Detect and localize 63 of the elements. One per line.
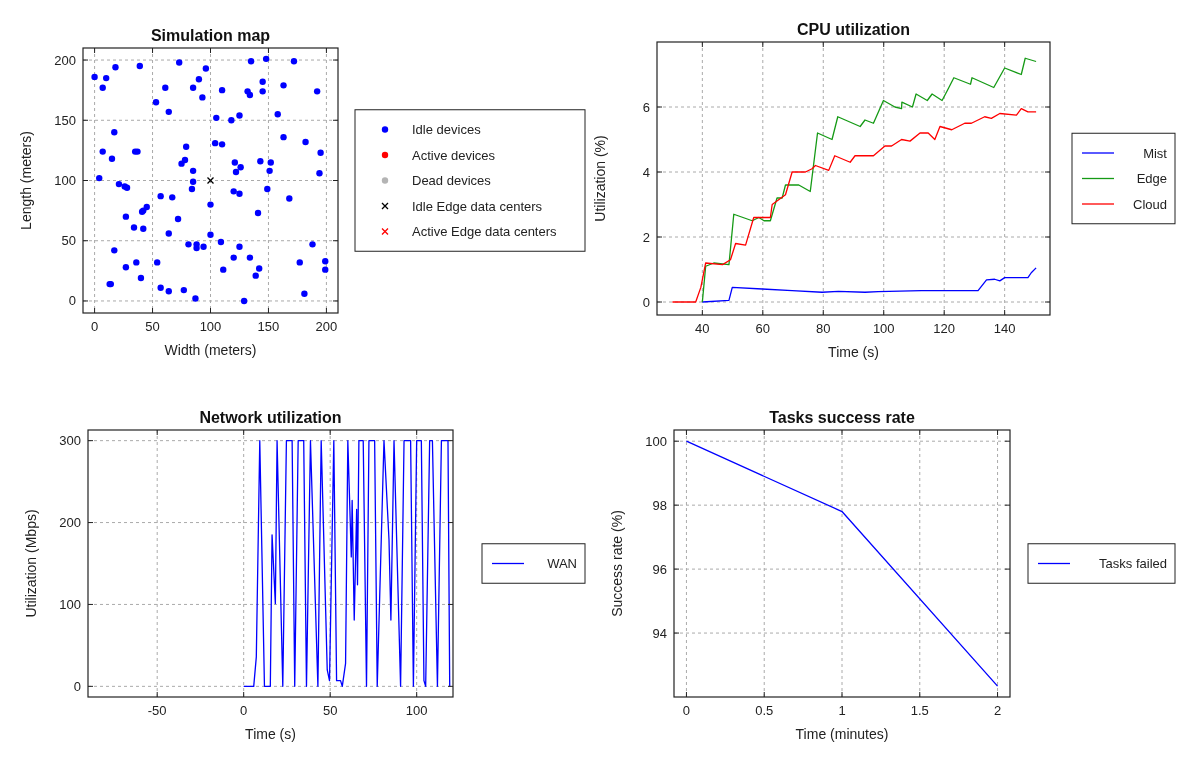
x-tick-label: 150 [257, 319, 280, 334]
y-axis-title: Length (meters) [18, 131, 34, 230]
legend-label: Tasks failed [1099, 556, 1167, 571]
y-axis-title: Utilization (%) [592, 135, 608, 222]
y-axis-title: Utilization (Mbps) [23, 509, 39, 618]
y-tick-label: 100 [59, 596, 81, 612]
x-tick-label: 0.5 [755, 703, 774, 718]
y-axis-title: Success rate (%) [609, 510, 625, 617]
x-tick-label: 50 [322, 703, 338, 718]
x-tick-label: 100 [405, 703, 428, 718]
x-axis-title: Time (s) [828, 344, 879, 360]
y-tick-label: 0 [73, 678, 81, 694]
x-tick-label: 100 [872, 321, 895, 336]
legend-label: Cloud [1133, 196, 1167, 212]
x-tick-label: 0 [240, 703, 248, 718]
legend-label: Dead devices [412, 173, 492, 188]
y-tick-label: 50 [61, 233, 76, 249]
x-tick-label: 1 [838, 703, 846, 718]
x-tick-label: 120 [933, 321, 956, 336]
x-axis-title: Width (meters) [164, 342, 257, 358]
legend-label: Mist [1143, 145, 1168, 161]
chart-title: Tasks success rate [769, 409, 915, 426]
chart-title: CPU utilization [797, 21, 910, 38]
y-tick-label: 0 [68, 293, 76, 309]
line-series [671, 107, 1037, 303]
line-series [701, 57, 1037, 303]
legend-label: Idle devices [412, 122, 482, 137]
x-axis-title: Time (s) [245, 726, 296, 742]
y-tick-label: 96 [652, 561, 667, 577]
y-tick-label: 4 [642, 164, 650, 180]
line-series [243, 440, 451, 687]
x-tick-label: 140 [993, 321, 1016, 336]
legend-label: Active Edge data centers [412, 224, 558, 239]
chart-title: Network utilization [199, 409, 342, 426]
x-tick-label: -50 [147, 703, 167, 718]
x-tick-label: 0 [90, 319, 99, 334]
y-tick-label: 98 [652, 497, 667, 513]
x-tick-label: 80 [816, 321, 831, 336]
y-tick-label: 200 [59, 515, 81, 531]
y-tick-label: 2 [642, 229, 650, 245]
x-tick-label: 0 [682, 703, 691, 718]
x-tick-label: 100 [199, 319, 222, 334]
y-tick-label: 200 [54, 52, 76, 68]
chart-title: Simulation map [150, 27, 271, 44]
y-tick-label: 100 [645, 433, 667, 449]
x-axis-title: Time (minutes) [795, 726, 889, 742]
y-tick-label: 94 [652, 625, 667, 641]
x-tick-label: 200 [315, 319, 338, 334]
y-tick-label: 150 [54, 112, 76, 128]
x-tick-label: 40 [695, 321, 710, 336]
legend-label: Active devices [412, 147, 496, 163]
y-tick-label: 0 [642, 294, 650, 310]
x-tick-label: 1.5 [910, 703, 929, 718]
x-tick-label: 60 [755, 321, 771, 336]
y-tick-label: 6 [642, 99, 650, 115]
y-tick-label: 300 [59, 433, 81, 449]
legend-label: Edge [1136, 171, 1167, 186]
x-tick-label: 50 [145, 319, 160, 334]
legend-label: WAN [547, 556, 577, 571]
x-tick-label: 2 [993, 703, 1002, 718]
y-tick-label: 100 [54, 173, 76, 188]
legend-label: Idle Edge data centers [412, 198, 543, 214]
line-series [701, 267, 1037, 303]
